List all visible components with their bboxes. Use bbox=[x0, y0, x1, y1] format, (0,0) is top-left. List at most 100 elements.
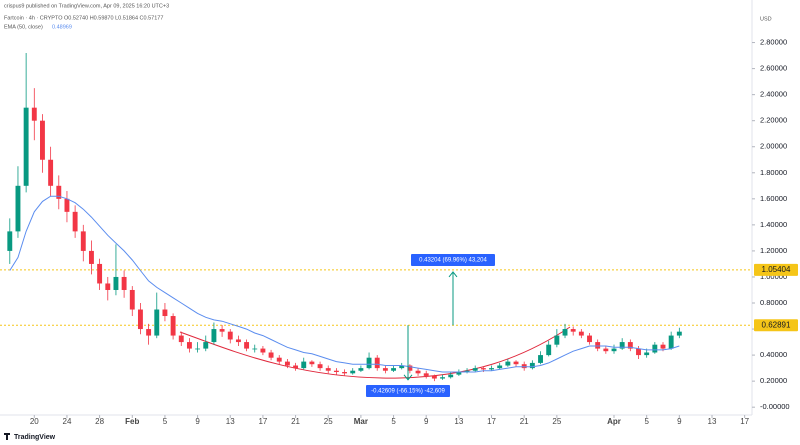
candle-body bbox=[48, 159, 54, 186]
x-tick-label: 25 bbox=[324, 417, 333, 426]
level-label: 1.05404 bbox=[762, 265, 791, 274]
cup-curve bbox=[179, 326, 571, 379]
candle-body bbox=[178, 335, 184, 343]
symbol-line: Fartcoin · 4h · CRYPTO O0.52740 H0.59870… bbox=[4, 15, 163, 21]
arrow-head bbox=[448, 271, 458, 278]
y-tick-label: 2.00000 bbox=[760, 142, 787, 151]
candle-body bbox=[219, 329, 225, 332]
candle-body bbox=[391, 368, 397, 371]
plot-area bbox=[0, 52, 752, 382]
level-tag bbox=[754, 263, 798, 276]
candle-body bbox=[333, 370, 339, 373]
level-label: 0.62891 bbox=[762, 320, 791, 329]
candle-body bbox=[660, 344, 666, 349]
x-tick-label: 5 bbox=[644, 417, 649, 426]
x-tick-label: 21 bbox=[520, 417, 529, 426]
candle-body bbox=[505, 361, 511, 366]
candle-body bbox=[170, 316, 176, 336]
indicator-label: EMA (50, close) bbox=[4, 24, 43, 30]
y-tick-label: 1.20000 bbox=[760, 246, 787, 255]
candle-body bbox=[31, 107, 37, 121]
x-tick-label: 13 bbox=[454, 417, 463, 426]
candle-body bbox=[195, 348, 201, 350]
candle-body bbox=[603, 348, 609, 352]
candle-body bbox=[80, 231, 86, 251]
candle-body bbox=[252, 348, 258, 350]
x-tick-label: 17 bbox=[258, 417, 267, 426]
candle-body bbox=[546, 344, 552, 356]
candle-body bbox=[374, 357, 380, 369]
y-tick-label: 0.80000 bbox=[760, 298, 787, 307]
candle-body bbox=[227, 331, 233, 340]
y-tick-label: 2.20000 bbox=[760, 116, 787, 125]
annotation-box bbox=[411, 254, 495, 266]
y-tick-label: 1.00000 bbox=[760, 272, 787, 281]
candle-body bbox=[595, 342, 601, 349]
candle-body bbox=[464, 370, 470, 373]
x-tick-label: 17 bbox=[487, 417, 496, 426]
candle-body bbox=[64, 198, 70, 212]
x-tick-label: Feb bbox=[125, 417, 139, 426]
candle-body bbox=[513, 361, 519, 365]
logo bbox=[4, 433, 10, 440]
candle-body bbox=[431, 375, 437, 379]
candle-body bbox=[676, 331, 682, 336]
y-tick-label: 2.40000 bbox=[760, 90, 787, 99]
x-tick-label: 5 bbox=[391, 417, 396, 426]
annotation: -0.42609 (-66.15%) -42,609 bbox=[371, 389, 445, 395]
candle-body bbox=[652, 344, 658, 353]
candle-body bbox=[162, 309, 168, 317]
publisher: crispus9 published on TradingView.com, A… bbox=[4, 3, 169, 9]
x-tick-label: 5 bbox=[163, 417, 168, 426]
candle-body bbox=[211, 329, 217, 343]
candle-body bbox=[129, 289, 135, 310]
x-tick-label: Mar bbox=[354, 417, 368, 426]
candle-body bbox=[358, 368, 364, 371]
x-tick-label: 24 bbox=[63, 417, 72, 426]
candle-body bbox=[382, 368, 388, 371]
candle-body bbox=[529, 362, 535, 369]
indicator-value: 0.48969 bbox=[52, 24, 72, 30]
candle-body bbox=[260, 348, 266, 353]
candle-body bbox=[399, 365, 405, 369]
ema-line bbox=[9, 195, 680, 373]
x-tick-label: 20 bbox=[30, 417, 39, 426]
x-tick-label: 28 bbox=[95, 417, 104, 426]
branding: TradingView bbox=[14, 434, 56, 441]
y-tick-label: 1.40000 bbox=[760, 220, 787, 229]
x-tick-label: 17 bbox=[740, 417, 749, 426]
candle-body bbox=[276, 357, 282, 362]
currency: USD bbox=[760, 16, 772, 22]
candle-body bbox=[317, 364, 323, 369]
candle-body bbox=[88, 250, 94, 264]
candle-body bbox=[570, 329, 576, 332]
candle-body bbox=[644, 352, 650, 356]
candle-body bbox=[521, 364, 527, 369]
candle-body bbox=[497, 365, 503, 369]
x-tick-label: 9 bbox=[195, 417, 200, 426]
candle-body bbox=[268, 352, 274, 358]
x-tick-label: 9 bbox=[424, 417, 429, 426]
candle-body bbox=[578, 331, 584, 336]
candle-body bbox=[407, 365, 413, 371]
candle-body bbox=[56, 185, 62, 199]
arrow-head bbox=[403, 374, 413, 381]
annotation: 0.43204 (69.96%) 43,204 bbox=[419, 258, 487, 264]
candle-body bbox=[440, 377, 445, 379]
y-tick-label: 1.80000 bbox=[760, 168, 787, 177]
candle-body bbox=[284, 361, 290, 366]
candle-body bbox=[489, 368, 494, 370]
candle-body bbox=[366, 357, 372, 369]
candle-body bbox=[7, 231, 13, 251]
annotation-box bbox=[366, 385, 450, 397]
candle-body bbox=[235, 339, 241, 343]
candle-body bbox=[423, 373, 429, 376]
candle-body bbox=[627, 342, 633, 349]
candle-body bbox=[186, 342, 192, 349]
y-tick-label: 2.80000 bbox=[760, 38, 787, 47]
candle-body bbox=[113, 276, 119, 290]
candle-body bbox=[97, 263, 103, 284]
candle-body bbox=[15, 185, 21, 232]
